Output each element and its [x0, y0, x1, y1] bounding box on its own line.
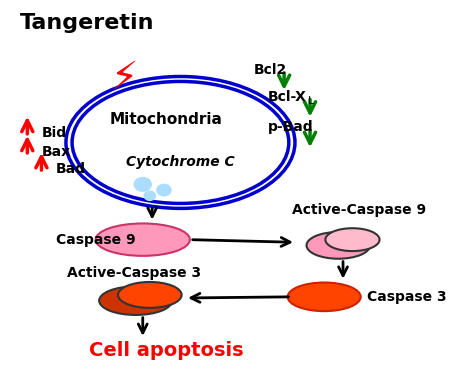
Text: L: L: [308, 96, 314, 106]
Ellipse shape: [118, 282, 182, 308]
Text: Tangeretin: Tangeretin: [20, 13, 155, 33]
Text: Mitochondria: Mitochondria: [110, 112, 223, 127]
Text: Bad: Bad: [55, 162, 86, 176]
Text: Active-Caspase 3: Active-Caspase 3: [67, 266, 201, 280]
Text: Bcl-X: Bcl-X: [268, 90, 307, 104]
Ellipse shape: [307, 232, 370, 259]
Circle shape: [134, 177, 151, 191]
Text: Caspase 9: Caspase 9: [55, 233, 135, 247]
Circle shape: [157, 184, 171, 196]
Text: Caspase 3: Caspase 3: [366, 290, 446, 304]
Ellipse shape: [325, 228, 380, 251]
Ellipse shape: [288, 283, 361, 311]
Text: Active-Caspase 9: Active-Caspase 9: [292, 203, 427, 217]
Text: Bcl2: Bcl2: [254, 63, 287, 77]
Text: Cell apoptosis: Cell apoptosis: [89, 341, 244, 360]
Text: Bid: Bid: [41, 126, 66, 140]
Text: ⚡: ⚡: [110, 59, 137, 97]
Text: Cytochrome C: Cytochrome C: [126, 154, 235, 169]
Text: p-Bad: p-Bad: [268, 120, 313, 134]
Ellipse shape: [96, 223, 190, 256]
Ellipse shape: [72, 81, 289, 204]
Circle shape: [144, 191, 155, 200]
Ellipse shape: [99, 286, 172, 315]
Text: Bax: Bax: [41, 145, 71, 159]
